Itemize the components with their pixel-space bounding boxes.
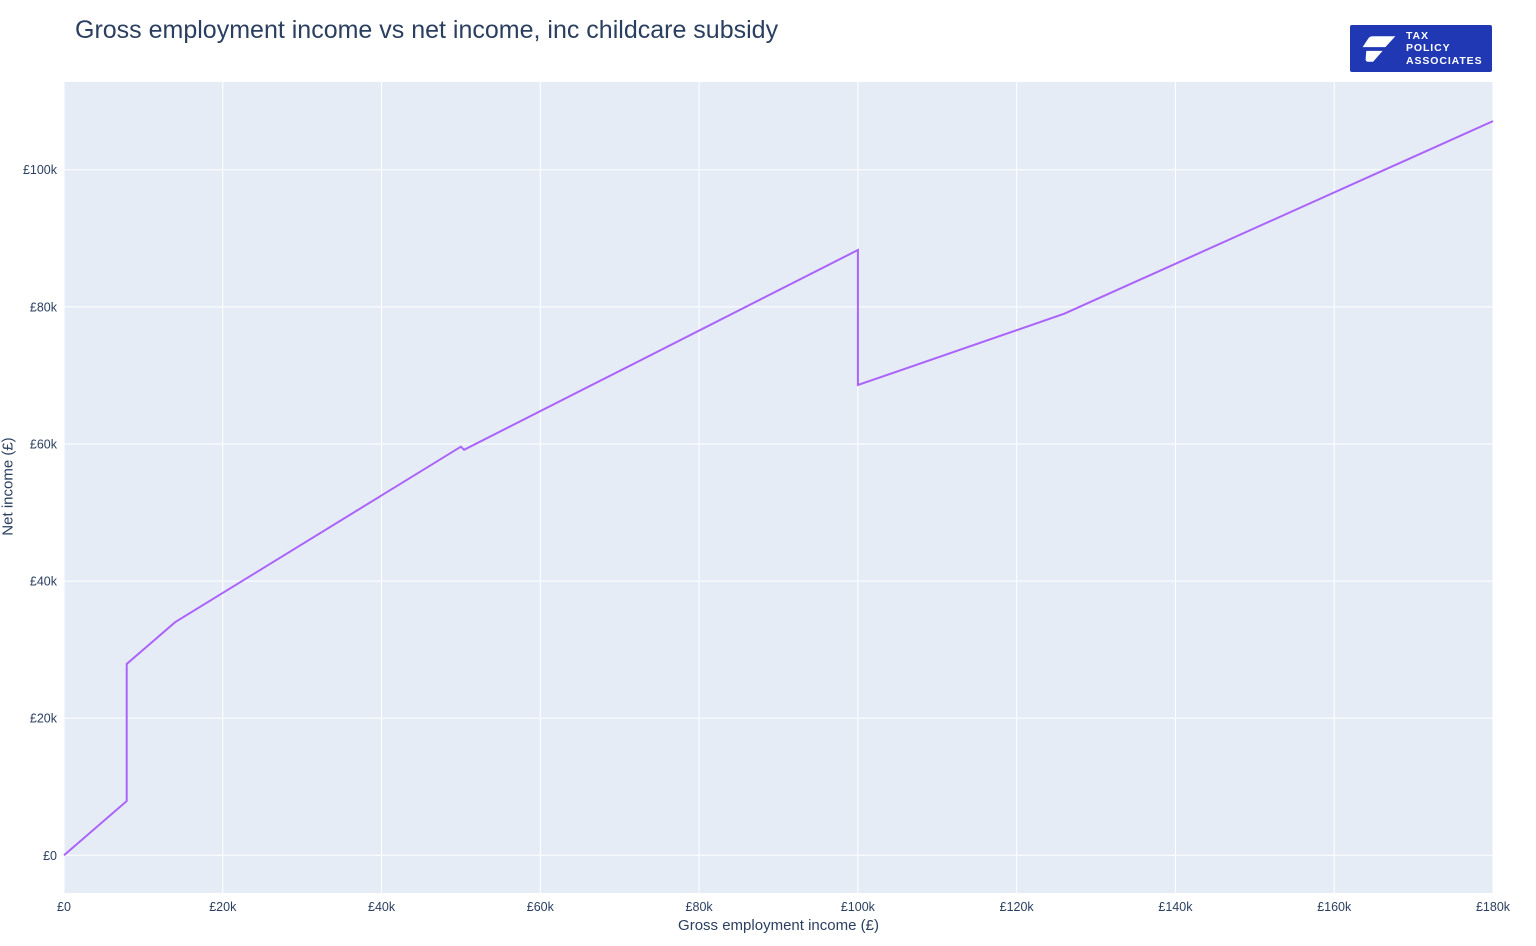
x-tick-label: £140k	[1158, 900, 1193, 914]
x-tick-label: £160k	[1317, 900, 1352, 914]
net-income-line[interactable]	[63, 120, 1494, 857]
y-tick-label: £60k	[30, 437, 58, 451]
chart-title: Gross employment income vs net income, i…	[75, 16, 779, 44]
y-tick-label: £0	[43, 849, 57, 863]
tpa-logo-icon	[1362, 35, 1396, 62]
x-tick-label: £80k	[686, 900, 714, 914]
x-tick-label: £60k	[527, 900, 555, 914]
x-tick-label: £20k	[209, 900, 237, 914]
logo-line-1: TAX	[1406, 29, 1429, 42]
x-tick-label: £180k	[1476, 900, 1511, 914]
x-tick-label: £120k	[1000, 900, 1035, 914]
logo-line-2: POLICY	[1406, 42, 1451, 55]
x-tick-label: £100k	[841, 900, 876, 914]
y-tick-label: £80k	[30, 300, 58, 314]
x-tick-label: £0	[57, 900, 71, 914]
logo-wordmark: TAX POLICY ASSOCIATES	[1406, 30, 1482, 68]
tax-policy-associates-logo: TAX POLICY ASSOCIATES	[1350, 25, 1492, 72]
y-tick-label: £20k	[30, 712, 58, 726]
x-tick-label: £40k	[368, 900, 396, 914]
y-tick-label: £100k	[23, 163, 58, 177]
plot-area[interactable]	[64, 82, 1493, 893]
y-tick-label: £40k	[30, 575, 58, 589]
logo-line-3: ASSOCIATES	[1406, 54, 1483, 67]
x-axis-title: Gross employment income (£)	[678, 917, 879, 934]
